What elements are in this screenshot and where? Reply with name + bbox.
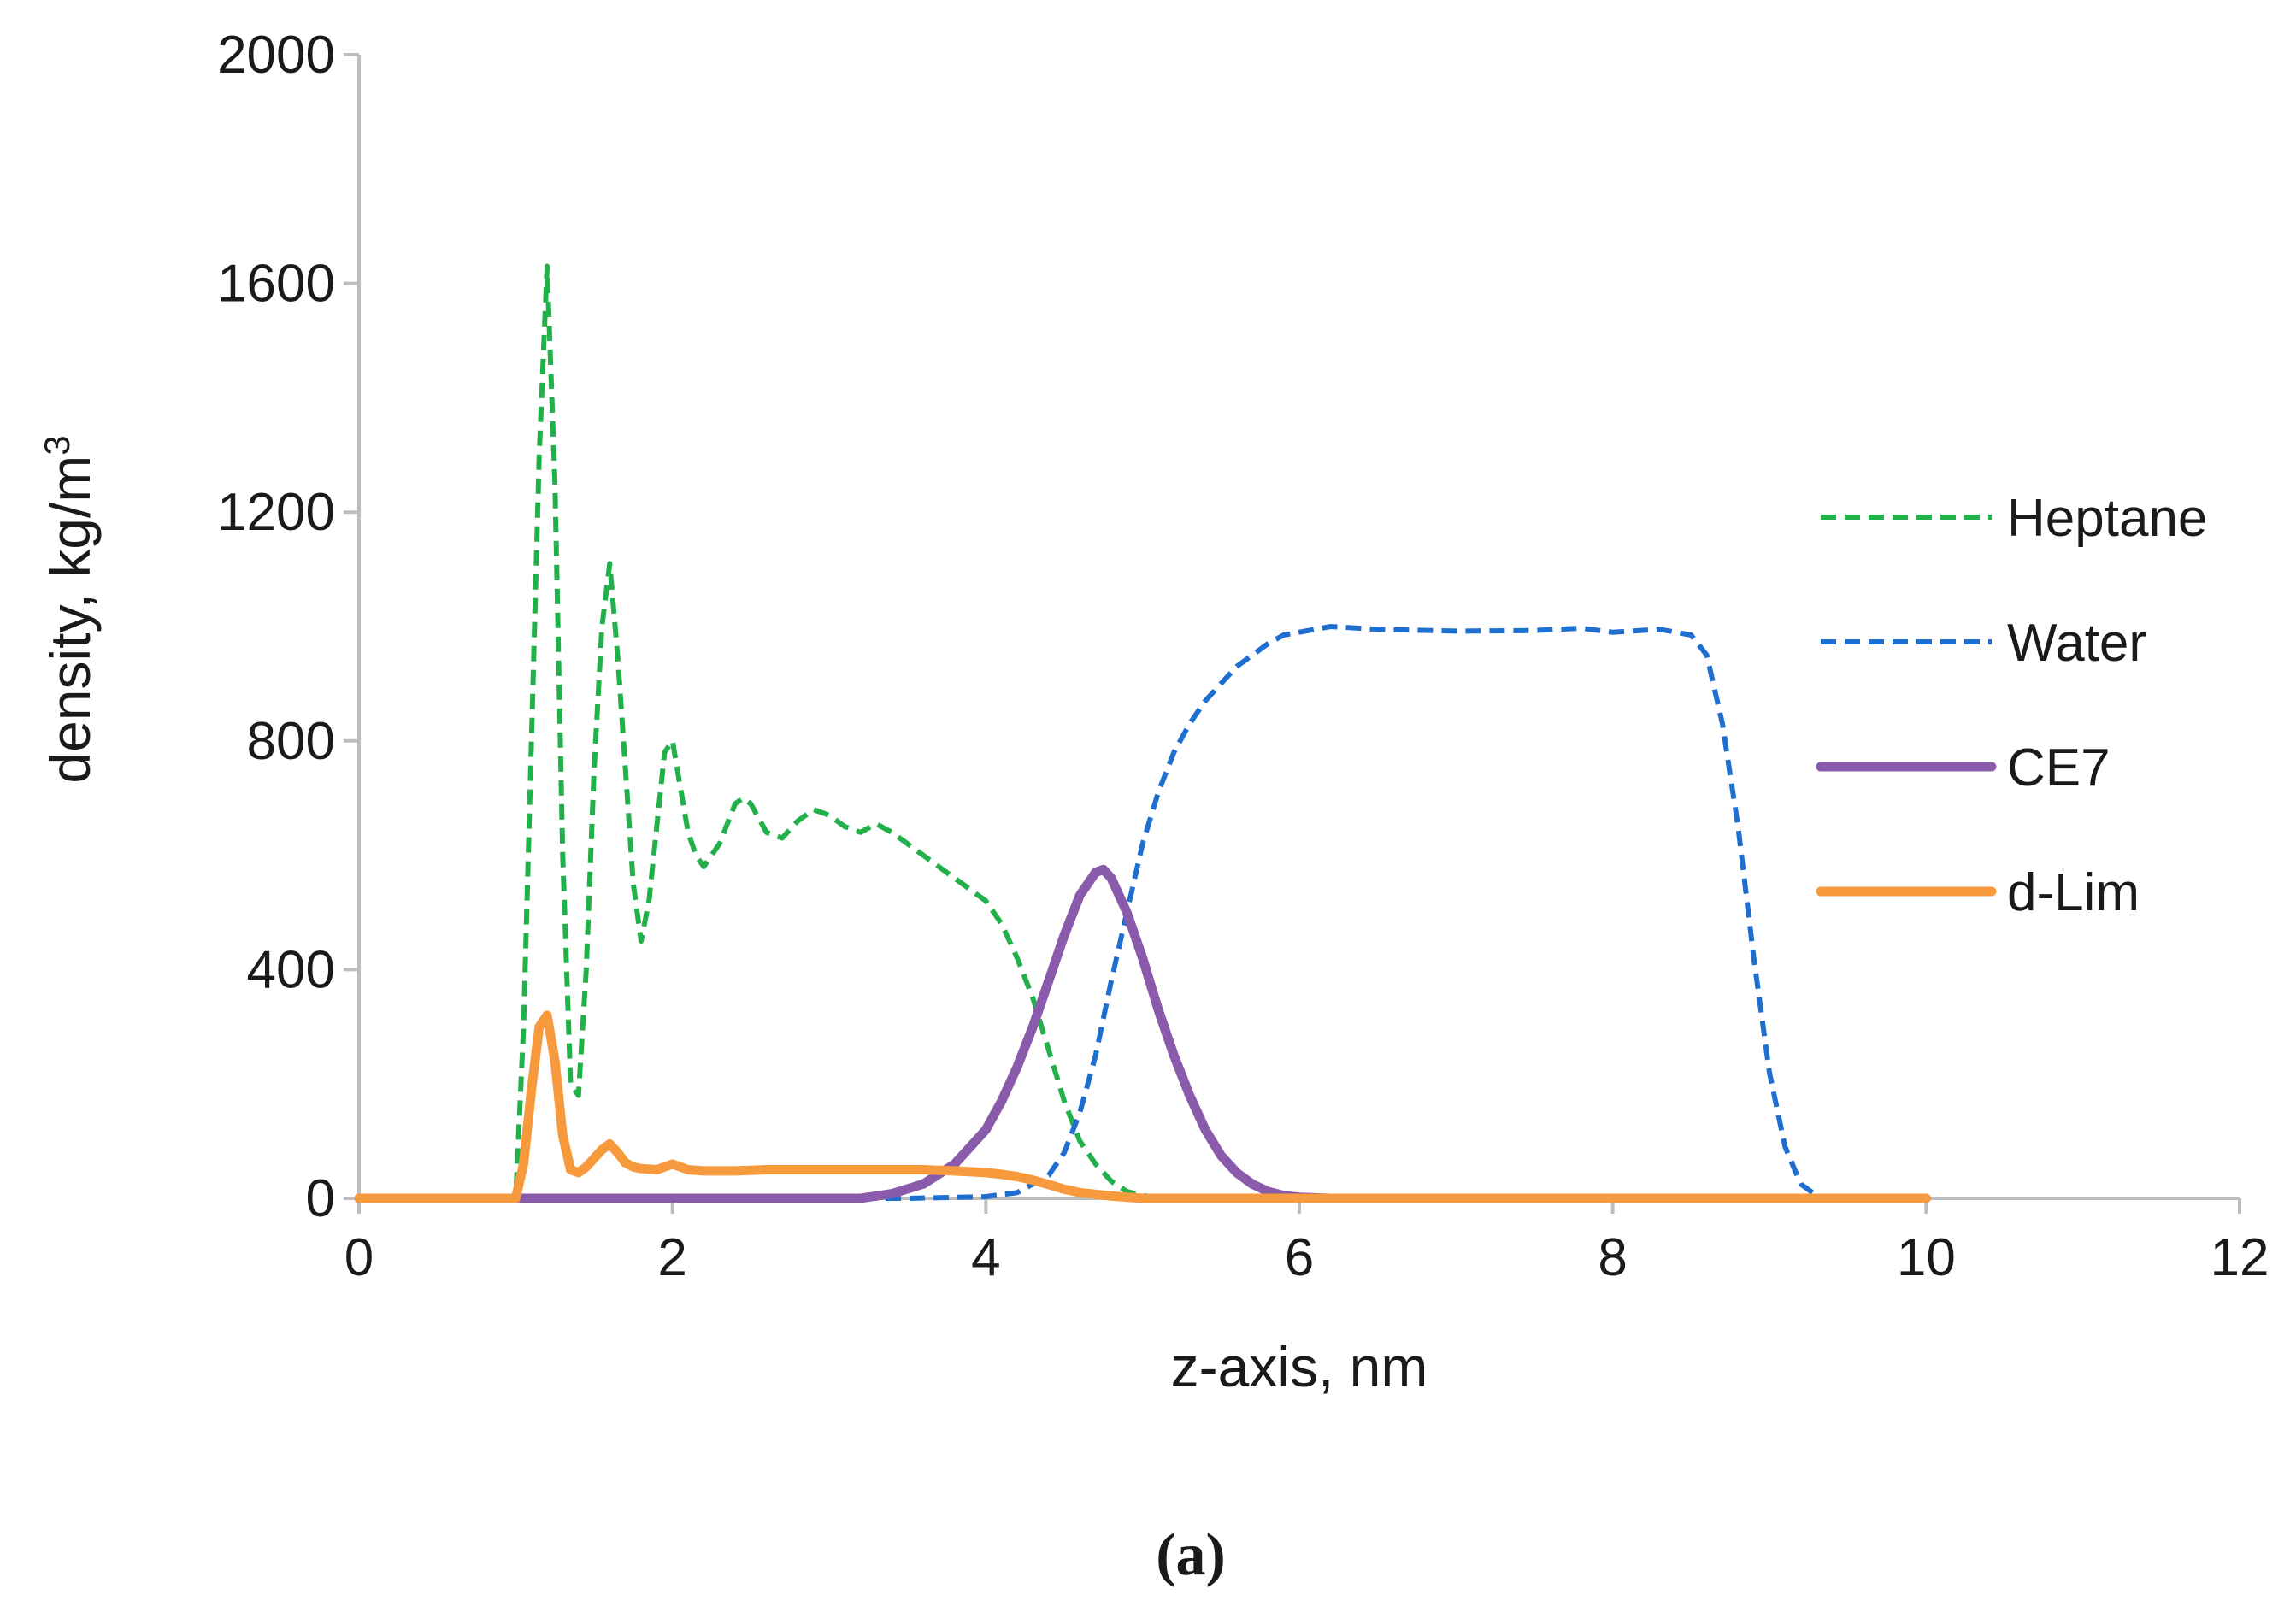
y-tick-label: 1200 xyxy=(217,483,335,542)
legend-label-water: Water xyxy=(2007,614,2146,673)
y-axis-title-superscript: 3 xyxy=(37,435,77,455)
x-tick-label: 6 xyxy=(1285,1228,1314,1287)
legend: Heptane Water CE7 d-Lim xyxy=(1816,489,2207,922)
figure-caption: (a) xyxy=(1156,1522,1226,1588)
x-tick-label: 10 xyxy=(1897,1228,1956,1287)
x-tick-label: 2 xyxy=(657,1228,686,1287)
y-tick-label: 0 xyxy=(306,1169,335,1228)
series-line-water xyxy=(359,624,1927,1201)
y-axis: 0 400 800 1200 1600 2000 xyxy=(217,26,361,1228)
y-tick-label: 2000 xyxy=(217,26,335,85)
series-line-ce7 xyxy=(354,864,1931,1203)
x-tick-label: 0 xyxy=(344,1228,374,1287)
legend-label-d-lim: d-Lim xyxy=(2007,863,2140,922)
y-axis-title-main: density, kg/m xyxy=(38,456,102,784)
y-axis-title: density, kg/m3 xyxy=(37,435,102,783)
x-axis: 0 2 4 6 8 10 12 xyxy=(344,1197,2270,1287)
legend-label-heptane: Heptane xyxy=(2007,489,2207,548)
y-tick-label: 400 xyxy=(247,940,335,999)
y-tick-label: 800 xyxy=(247,712,335,771)
x-tick-label: 8 xyxy=(1598,1228,1627,1287)
x-tick-label: 12 xyxy=(2211,1228,2270,1287)
y-tick-label: 1600 xyxy=(217,255,335,314)
x-axis-title: z-axis, nm xyxy=(1171,1335,1428,1398)
series-line-heptane xyxy=(359,263,1927,1201)
series-line-d-lim xyxy=(354,1010,1931,1203)
series-layer xyxy=(354,263,1931,1203)
legend-label-ce7: CE7 xyxy=(2007,738,2111,797)
x-tick-label: 4 xyxy=(971,1228,1000,1287)
